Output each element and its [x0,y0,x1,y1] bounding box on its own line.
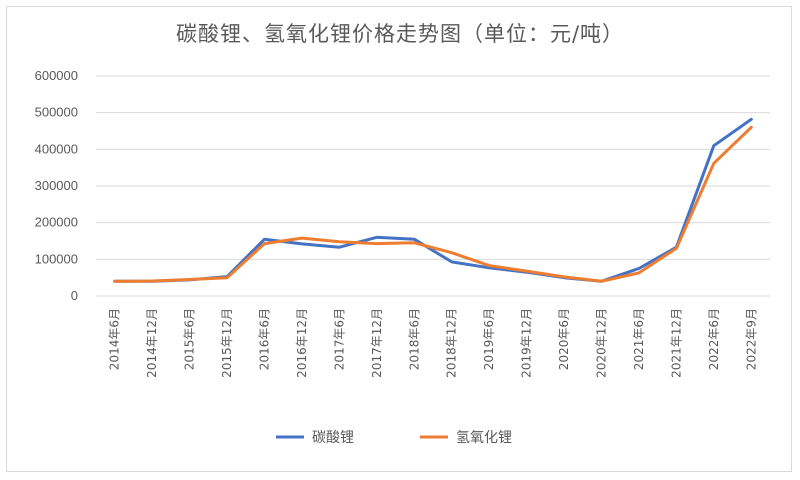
grid-lines [96,75,770,297]
x-axis-ticks: 2014年6月 2014年12月 2015年6月 2015年12月 2016年6月 201… [108,308,759,378]
x-tick-label: 2019年12月 [520,308,534,378]
y-tick-label: 0 [71,288,78,303]
legend-label: 碳酸锂 [312,430,354,446]
series-line-1 [113,117,753,283]
x-tick-label: 2022年9月 [744,308,758,370]
x-tick-label: 2016年6月 [258,308,272,370]
x-tick-label: 2017年6月 [332,308,346,370]
x-tick-label: 2014年12月 [145,308,159,378]
x-tick-label: 2020年12月 [595,308,609,378]
x-tick-label: 2019年6月 [482,308,496,370]
series-lines [113,117,753,283]
x-tick-label: 2015年6月 [183,308,197,370]
series-line-2 [113,125,753,283]
x-tick-label: 2015年12月 [220,308,234,378]
legend-label: 氢氧化锂 [456,430,512,446]
y-tick-label: 600000 [35,68,78,83]
x-tick-label: 2020年6月 [557,308,571,370]
chart-title: 碳酸锂、氢氧化锂价格走势图（单位：元/吨） [175,22,625,46]
x-tick-label: 2017年12月 [370,308,384,378]
x-tick-label: 2021年12月 [669,308,683,378]
legend: 碳酸锂 氢氧化锂 [276,430,512,446]
x-tick-label: 2016年12月 [295,308,309,378]
y-axis-ticks: 600000 500000 400000 300000 200000 100000 0 [35,68,78,303]
y-tick-label: 200000 [35,215,78,230]
y-tick-label: 400000 [35,141,78,156]
y-tick-label: 100000 [35,251,78,266]
x-tick-label: 2014年6月 [108,308,122,370]
x-tick-label: 2022年6月 [707,308,721,370]
x-tick-label: 2018年6月 [407,308,421,370]
x-tick-label: 2021年6月 [632,308,646,370]
y-tick-label: 300000 [35,178,78,193]
x-tick-label: 2018年12月 [445,308,459,378]
y-tick-label: 500000 [35,105,78,120]
